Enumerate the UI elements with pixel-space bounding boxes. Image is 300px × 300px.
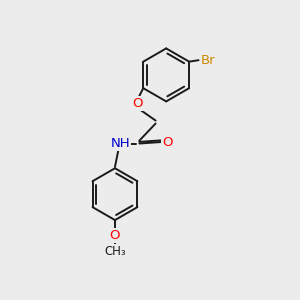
Text: O: O <box>133 97 143 110</box>
Text: O: O <box>110 229 120 242</box>
Text: Br: Br <box>201 54 216 67</box>
Text: NH: NH <box>110 137 130 150</box>
Text: O: O <box>162 136 172 148</box>
Text: CH₃: CH₃ <box>104 245 126 258</box>
